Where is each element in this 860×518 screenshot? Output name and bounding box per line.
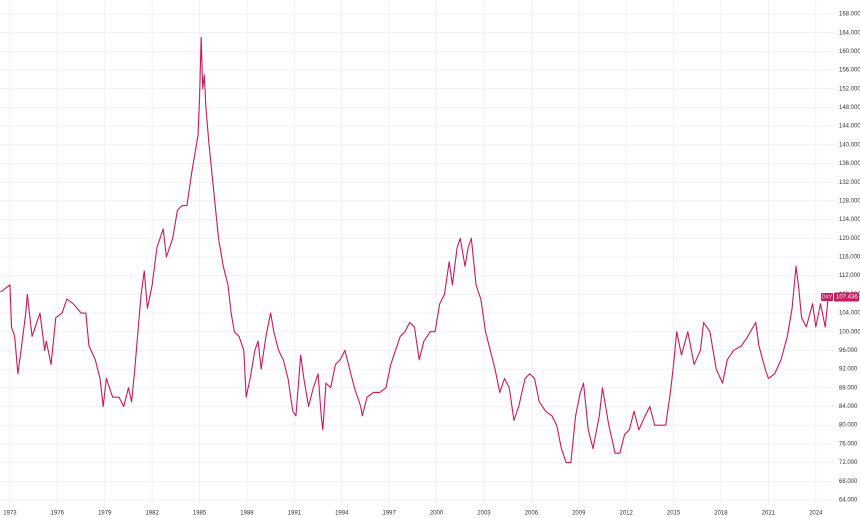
y-tick-label: 80.000 [839, 423, 858, 429]
y-tick-label: 136.000 [839, 161, 860, 167]
y-tick-label: 168.000 [839, 12, 860, 18]
x-tick-label: 1985 [193, 511, 207, 517]
x-tick-label: 1997 [382, 511, 396, 517]
x-tick-label: 2006 [525, 511, 539, 517]
y-tick-label: 132.000 [839, 180, 860, 186]
x-tick-label: 2012 [619, 511, 633, 517]
x-tick-label: 1988 [240, 511, 254, 517]
y-tick-label: 124.000 [839, 217, 860, 223]
y-tick-label: 148.000 [839, 105, 860, 111]
y-tick-label: 160.000 [839, 49, 860, 55]
x-tick-label: 2003 [477, 511, 491, 517]
last-value-label: 107.436 [836, 295, 858, 301]
y-tick-label: 88.000 [839, 385, 858, 391]
x-tick-label: 2000 [430, 511, 444, 517]
y-tick-label: 64.000 [839, 498, 858, 504]
x-tick-label: 1976 [51, 511, 65, 517]
x-tick-label: 2009 [572, 511, 586, 517]
y-tick-label: 140.000 [839, 142, 860, 148]
y-tick-label: 84.000 [839, 404, 858, 410]
x-tick-label: 2021 [762, 511, 776, 517]
y-tick-label: 128.000 [839, 198, 860, 204]
y-tick-label: 156.000 [839, 68, 860, 74]
y-tick-label: 116.000 [839, 255, 860, 261]
last-value-box [834, 292, 859, 302]
x-tick-label: 2024 [809, 511, 823, 517]
symbol-label: DXY [822, 294, 833, 300]
x-tick-label: 1982 [145, 511, 159, 517]
y-tick-label: 72.000 [839, 460, 858, 466]
x-tick-label: 2015 [667, 511, 681, 517]
y-tick-label: 92.000 [839, 367, 858, 373]
price-line [0, 36, 832, 464]
x-tick-label: 2018 [714, 511, 728, 517]
x-tick-label: 1979 [98, 511, 112, 517]
x-tick-label: 1991 [288, 511, 302, 517]
y-tick-label: 112.000 [839, 273, 860, 279]
y-tick-label: 96.000 [839, 348, 858, 354]
y-tick-label: 76.000 [839, 441, 858, 447]
symbol-badge [821, 292, 833, 301]
x-tick-label: 1973 [3, 511, 17, 517]
y-tick-label: 120.000 [839, 236, 860, 242]
y-tick-label: 144.000 [839, 124, 860, 130]
y-tick-label: 152.000 [839, 86, 860, 92]
y-tick-label: 164.000 [839, 30, 860, 36]
x-tick-label: 1994 [335, 511, 349, 517]
y-tick-label: 104.000 [839, 311, 860, 317]
y-tick-label: 100.000 [839, 329, 860, 335]
y-tick-label: 68.000 [839, 479, 858, 485]
